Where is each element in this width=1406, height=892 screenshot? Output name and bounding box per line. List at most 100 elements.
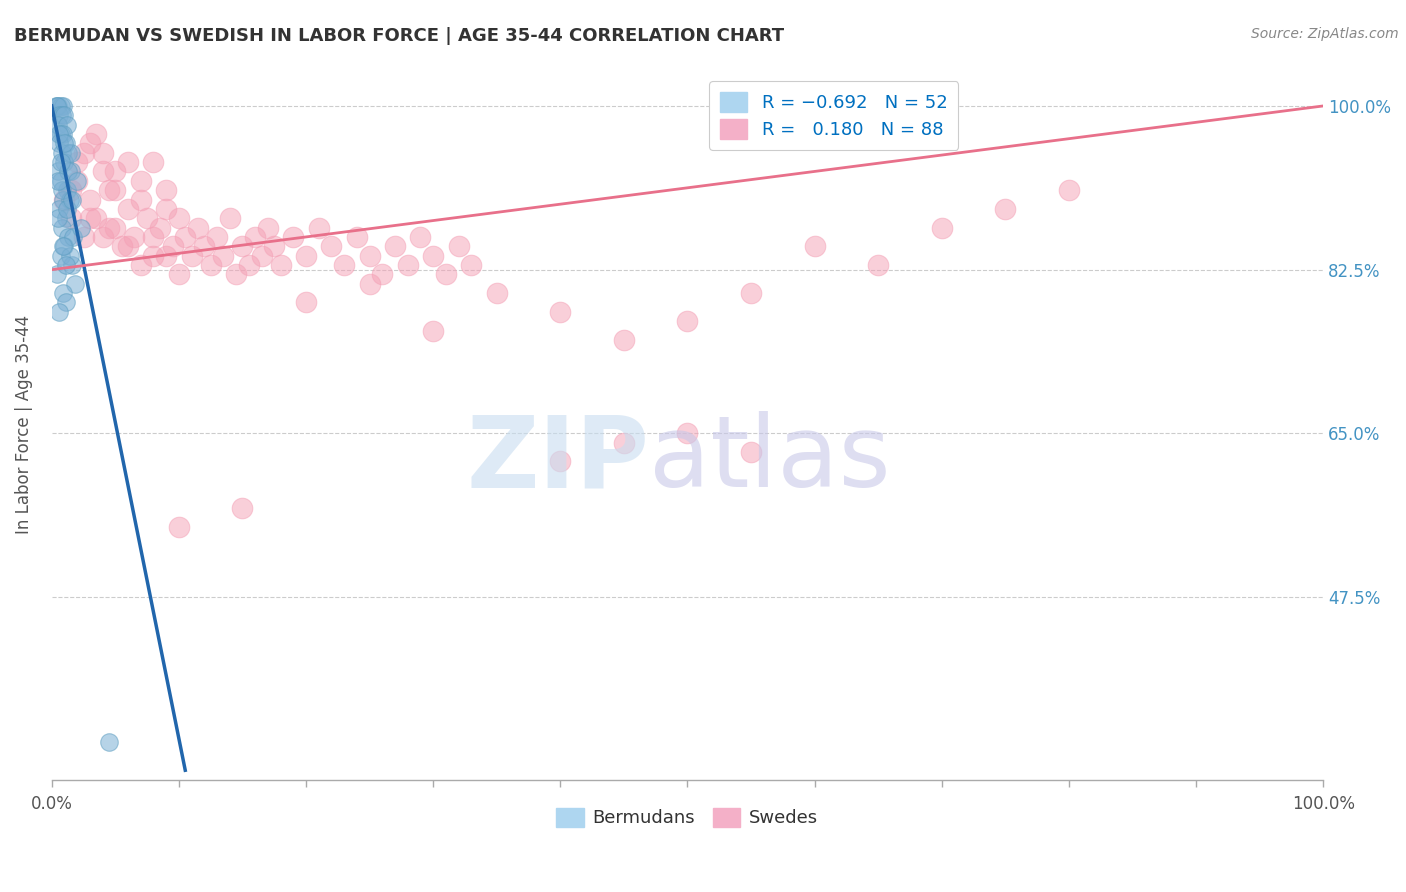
Point — [58, 164, 80, 178]
Point — [58, 193, 80, 207]
Point — [167, 520, 190, 534]
Point — [91, 145, 114, 160]
Point — [59, 183, 82, 197]
Point — [142, 155, 165, 169]
Point — [384, 239, 406, 253]
Point — [257, 220, 280, 235]
Point — [49, 249, 72, 263]
Point — [129, 174, 152, 188]
Point — [84, 211, 107, 226]
Point — [676, 426, 699, 441]
Text: Source: ZipAtlas.com: Source: ZipAtlas.com — [1251, 27, 1399, 41]
Point — [422, 324, 444, 338]
Point — [46, 174, 69, 188]
Point — [56, 202, 79, 216]
Point — [91, 164, 114, 178]
Point — [136, 211, 159, 226]
Point — [46, 99, 69, 113]
Point — [155, 202, 177, 216]
Point — [613, 333, 636, 347]
Point — [97, 735, 120, 749]
Point — [931, 220, 953, 235]
Point — [205, 230, 228, 244]
Point — [79, 211, 101, 226]
Point — [174, 230, 197, 244]
Point — [53, 108, 76, 122]
Point — [129, 258, 152, 272]
Point — [676, 314, 699, 328]
Point — [111, 239, 134, 253]
Point — [263, 239, 285, 253]
Point — [550, 454, 572, 468]
Point — [359, 277, 381, 291]
Point — [231, 239, 253, 253]
Point — [56, 118, 79, 132]
Point — [243, 230, 266, 244]
Point — [97, 183, 120, 197]
Point — [79, 193, 101, 207]
Point — [60, 193, 83, 207]
Point — [51, 220, 73, 235]
Point — [79, 136, 101, 151]
Point — [56, 183, 79, 197]
Point — [51, 108, 73, 122]
Point — [180, 249, 202, 263]
Point — [740, 445, 762, 459]
Point — [162, 239, 184, 253]
Point — [250, 249, 273, 263]
Point — [550, 305, 572, 319]
Point — [48, 202, 70, 216]
Point — [167, 268, 190, 282]
Point — [49, 174, 72, 188]
Point — [58, 145, 80, 160]
Point — [155, 183, 177, 197]
Point — [49, 99, 72, 113]
Y-axis label: In Labor Force | Age 35-44: In Labor Force | Age 35-44 — [15, 315, 32, 533]
Point — [46, 164, 69, 178]
Point — [84, 127, 107, 141]
Point — [46, 118, 69, 132]
Point — [447, 239, 470, 253]
Point — [63, 277, 86, 291]
Point — [48, 108, 70, 122]
Point — [55, 295, 77, 310]
Legend: Bermudans, Swedes: Bermudans, Swedes — [550, 801, 825, 835]
Point — [49, 155, 72, 169]
Point — [1057, 183, 1080, 197]
Point — [187, 220, 209, 235]
Point — [396, 258, 419, 272]
Point — [868, 258, 890, 272]
Point — [72, 230, 94, 244]
Point — [45, 99, 67, 113]
Point — [52, 127, 75, 141]
Point — [45, 268, 67, 282]
Point — [49, 127, 72, 141]
Point — [66, 155, 89, 169]
Point — [155, 249, 177, 263]
Point — [51, 183, 73, 197]
Point — [218, 211, 240, 226]
Point — [117, 239, 139, 253]
Point — [129, 193, 152, 207]
Point — [149, 220, 172, 235]
Point — [52, 239, 75, 253]
Point — [91, 230, 114, 244]
Point — [62, 230, 84, 244]
Point — [52, 99, 75, 113]
Point — [142, 249, 165, 263]
Point — [333, 258, 356, 272]
Point — [371, 268, 394, 282]
Point — [212, 249, 235, 263]
Point — [295, 295, 318, 310]
Point — [70, 220, 93, 235]
Point — [55, 258, 77, 272]
Point — [409, 230, 432, 244]
Point — [295, 249, 318, 263]
Point — [238, 258, 260, 272]
Point — [117, 202, 139, 216]
Point — [48, 136, 70, 151]
Point — [740, 286, 762, 301]
Point — [45, 99, 67, 113]
Point — [59, 145, 82, 160]
Point — [51, 145, 73, 160]
